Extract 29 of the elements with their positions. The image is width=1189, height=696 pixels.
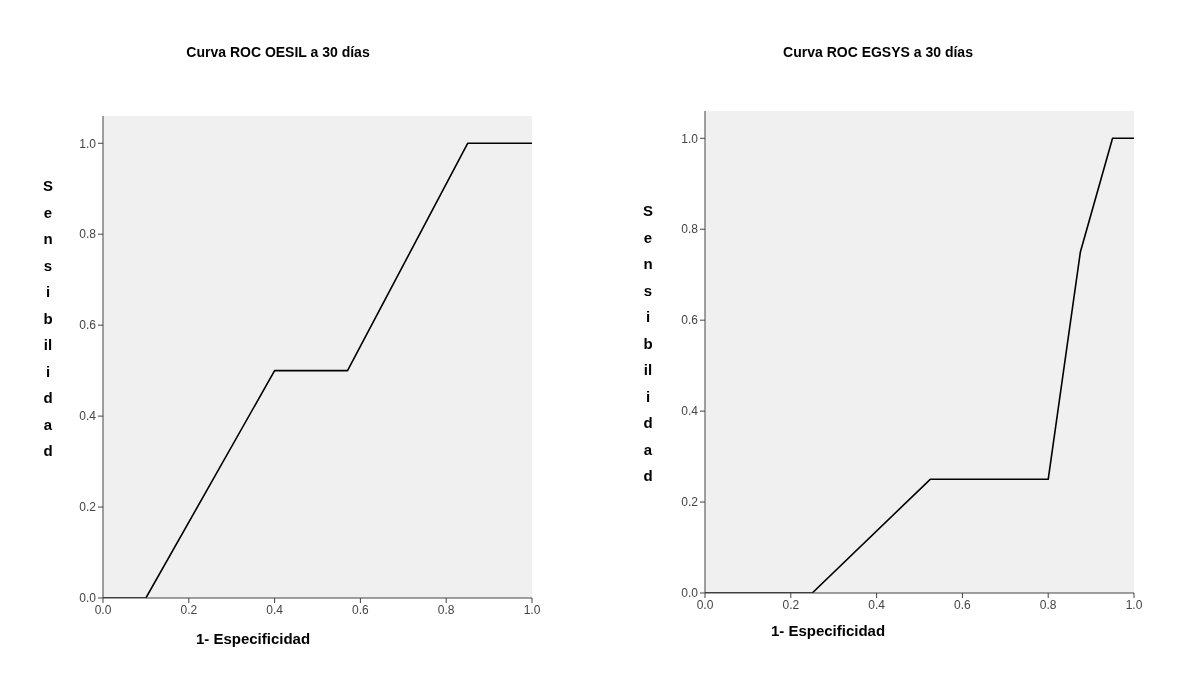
chart-title: Curva ROC OESIL a 30 días	[185, 44, 371, 60]
y-tick-label: 1.0	[79, 136, 97, 151]
y-tick-label: 0.2	[681, 495, 699, 510]
y-tick-label: 0.4	[79, 409, 97, 424]
x-tick-label: 1.0	[1125, 597, 1143, 612]
y-tick-label: 0.8	[681, 222, 699, 237]
y-tick-label: 0.6	[681, 313, 699, 328]
x-tick-label: 0.0	[696, 597, 714, 612]
x-tick-label: 0.2	[782, 597, 800, 612]
x-axis-title: 1- Especificidad	[194, 630, 312, 647]
chart-title: Curva ROC EGSYS a 30 días	[782, 44, 974, 60]
x-tick-label: 0.0	[94, 602, 112, 617]
x-tick-label: 0.4	[868, 597, 886, 612]
y-tick-label: 1.0	[681, 131, 699, 146]
x-tick-label: 0.6	[954, 597, 972, 612]
y-tick-label: 0.0	[681, 586, 699, 601]
x-tick-label: 0.8	[437, 602, 455, 617]
x-axis-title: 1- Especificidad	[769, 622, 887, 639]
y-tick-label: 0.4	[681, 404, 699, 419]
y-tick-label: 0.6	[79, 318, 97, 333]
x-tick-label: 0.2	[180, 602, 198, 617]
y-tick-label: 0.8	[79, 227, 97, 242]
y-tick-label: 0.2	[79, 500, 97, 515]
text: Sensibilidad	[642, 202, 653, 484]
x-tick-label: 1.0	[523, 602, 541, 617]
x-tick-label: 0.4	[266, 602, 284, 617]
x-tick-label: 0.8	[1039, 597, 1057, 612]
text: Sensibilidad	[42, 177, 53, 459]
x-tick-label: 0.6	[352, 602, 370, 617]
